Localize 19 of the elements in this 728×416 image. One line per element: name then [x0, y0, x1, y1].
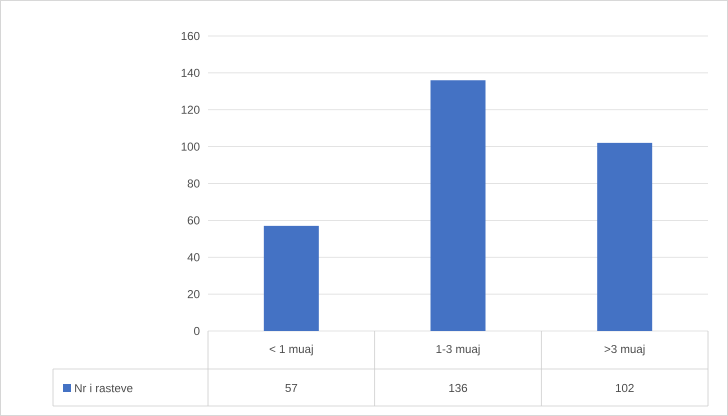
data-label: 57: [285, 384, 298, 392]
bar: [430, 80, 486, 331]
y-tick-label: 20: [188, 290, 200, 298]
bar: [597, 142, 652, 331]
y-tick-label: 120: [182, 106, 200, 114]
y-tick-label: 160: [182, 32, 200, 40]
y-tick-label: 140: [182, 68, 200, 77]
legend-label: Nr i rasteve: [75, 384, 132, 392]
y-tick-label: 40: [187, 253, 200, 262]
y-tick-label: 60: [188, 216, 200, 224]
data-label: 136: [449, 384, 468, 392]
y-tick-label: 0: [194, 326, 200, 336]
x-tick-label: >3 muaj: [604, 344, 645, 356]
data-label: 102: [616, 384, 634, 392]
x-tick-label: 1-3 muaj: [436, 344, 480, 356]
y-tick-label: 100: [182, 142, 200, 151]
x-tick-label: < 1 muaj: [270, 344, 313, 356]
y-tick-label: 80: [188, 179, 200, 188]
bar: [264, 226, 319, 331]
